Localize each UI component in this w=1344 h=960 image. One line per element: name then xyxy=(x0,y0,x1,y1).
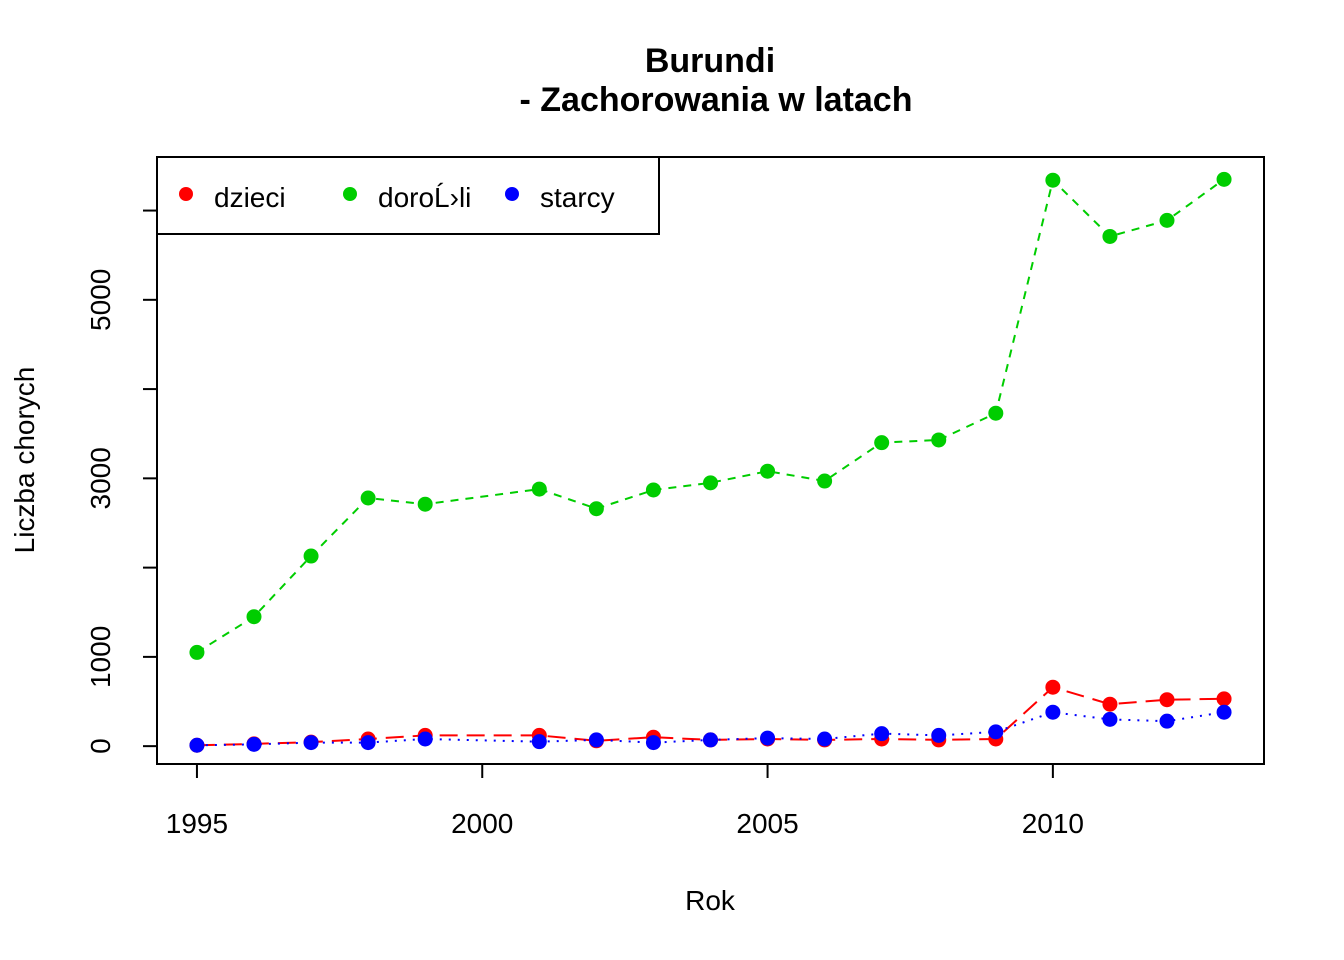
data-point-starcy xyxy=(1216,704,1232,720)
data-point-starcy xyxy=(931,727,947,743)
data-point-doroĹ›li xyxy=(874,435,890,451)
data-point-doroĹ›li xyxy=(760,463,776,479)
data-point-doroĹ›li xyxy=(1159,212,1175,228)
data-point-starcy xyxy=(760,730,776,746)
data-point-doroĹ›li xyxy=(531,481,547,497)
legend-marker-dzieci xyxy=(179,187,193,201)
x-axis-label: Rok xyxy=(685,885,736,916)
data-point-doroĹ›li xyxy=(988,405,1004,421)
y-axis: 0 1000 3000 5000 xyxy=(85,209,158,754)
data-point-starcy xyxy=(1102,711,1118,727)
y-tick-label: 0 xyxy=(85,738,116,754)
chart-subtitle: - Zachorowania w latach xyxy=(520,81,913,119)
data-point-doroĹ›li xyxy=(1102,228,1118,244)
legend-label-doroĹ›li: doroĹ›li xyxy=(378,182,471,213)
data-point-dzieci xyxy=(1045,679,1061,695)
x-axis: 1995 2000 2005 2010 xyxy=(166,763,1084,839)
chart-title: Burundi xyxy=(645,42,775,80)
data-point-starcy xyxy=(1159,713,1175,729)
data-point-starcy xyxy=(531,734,547,750)
data-point-dzieci xyxy=(1159,692,1175,708)
data-point-starcy xyxy=(189,737,205,753)
x-tick-label: 1995 xyxy=(166,808,228,839)
y-tick-label: 3000 xyxy=(85,447,116,509)
data-point-starcy xyxy=(1045,704,1061,720)
data-point-doroĹ›li xyxy=(360,490,376,506)
data-point-starcy xyxy=(988,724,1004,740)
data-point-starcy xyxy=(817,731,833,747)
data-point-starcy xyxy=(417,731,433,747)
legend-box xyxy=(156,156,660,235)
series-line-doroĹ›li xyxy=(196,178,1225,654)
legend-marker-starcy xyxy=(505,187,519,201)
series-doroĹ›li xyxy=(189,171,1232,660)
data-point-doroĹ›li xyxy=(417,496,433,512)
data-point-doroĹ›li xyxy=(817,473,833,489)
data-point-starcy xyxy=(588,732,604,748)
y-tick-label: 5000 xyxy=(85,269,116,331)
data-point-dzieci xyxy=(1102,696,1118,712)
legend: dzieci doroĹ›li starcy xyxy=(156,156,660,235)
plot-area-frame xyxy=(156,156,1265,765)
x-tick-label: 2005 xyxy=(736,808,798,839)
x-tick-label: 2010 xyxy=(1022,808,1084,839)
data-point-starcy xyxy=(360,735,376,751)
data-point-doroĹ›li xyxy=(189,644,205,660)
legend-marker-doroĹ›li xyxy=(343,187,357,201)
data-point-doroĹ›li xyxy=(303,548,319,564)
data-point-doroĹ›li xyxy=(703,475,718,491)
data-point-starcy xyxy=(645,735,661,751)
data-point-starcy xyxy=(703,732,718,748)
data-point-doroĹ›li xyxy=(645,482,661,498)
data-point-starcy xyxy=(246,736,262,752)
data-point-starcy xyxy=(303,735,319,751)
series-layer xyxy=(189,171,1232,753)
series-starcy xyxy=(189,704,1232,753)
x-tick-label: 2000 xyxy=(451,808,513,839)
y-axis-label: Liczba chorych xyxy=(9,367,40,554)
data-point-starcy xyxy=(874,726,890,742)
data-point-doroĹ›li xyxy=(1216,171,1232,187)
data-point-doroĹ›li xyxy=(588,501,604,517)
legend-label-starcy: starcy xyxy=(540,182,615,213)
legend-label-dzieci: dzieci xyxy=(214,182,286,213)
y-tick-label: 1000 xyxy=(85,626,116,688)
data-point-doroĹ›li xyxy=(1045,172,1061,188)
data-point-doroĹ›li xyxy=(931,432,947,448)
series-line-dzieci xyxy=(196,686,1225,747)
data-point-dzieci xyxy=(1216,691,1232,707)
data-point-doroĹ›li xyxy=(246,609,262,625)
